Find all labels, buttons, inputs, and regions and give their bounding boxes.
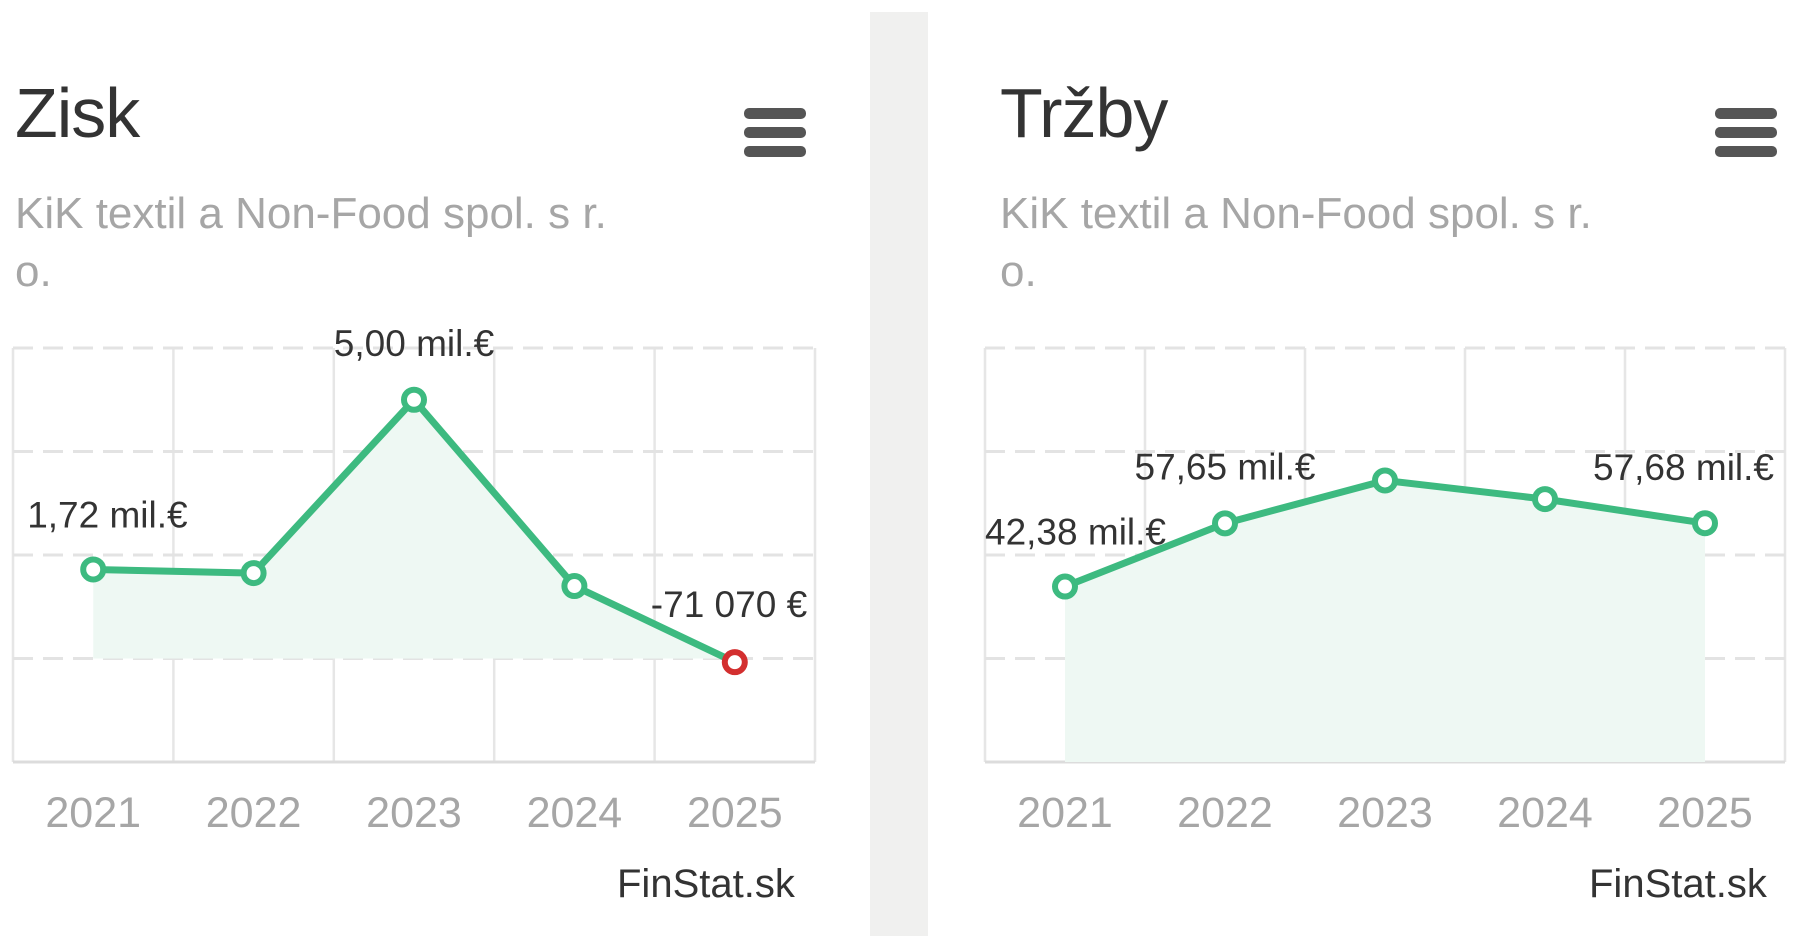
chart-panel-zisk: Zisk KiK textil a Non-Food spol. s r. o.… [0,0,870,945]
series-area [1065,480,1705,762]
data-point [240,560,267,587]
data-point [1212,510,1238,537]
data-point [721,649,748,676]
data-label: 42,38 mil.€ [985,512,1166,553]
data-point [1052,573,1078,600]
chart-panel-trzby: Tržby KiK textil a Non-Food spol. s r. o… [983,0,1800,945]
data-point [1532,486,1558,513]
chart-subtitle: KiK textil a Non-Food spol. s r. o. [1000,189,1592,296]
x-tick-label: 2025 [687,789,783,837]
data-point [1372,467,1398,494]
x-tick-label: 2024 [1497,789,1593,837]
data-label: 1,72 mil.€ [27,494,188,535]
data-point [561,573,588,600]
data-label: 57,65 mil.€ [1135,446,1316,487]
x-tick-label: 2022 [1177,789,1273,837]
data-label: 5,00 mil.€ [334,323,495,364]
data-label: -71 070 € [651,584,808,625]
x-tick-label: 2024 [527,789,623,837]
hamburger-menu-icon[interactable] [744,108,806,158]
data-label: 57,68 mil.€ [1593,447,1774,488]
data-point [401,386,427,413]
x-tick-label: 2023 [1337,789,1433,837]
data-point [80,556,107,583]
chart-subtitle: KiK textil a Non-Food spol. s r. o. [15,189,607,296]
chart-title: Zisk [15,74,140,152]
chart-plot-zisk: 1,72 mil.€ 5,00 mil.€ -71 070 € 2021 2022 202… [11,323,817,837]
x-tick-label: 2021 [1017,789,1113,837]
chart-plot-trzby: 42,38 mil.€ 57,65 mil.€ 57,68 mil.€ 2021 202… [983,346,1787,837]
x-tick-label: 2025 [1657,789,1753,837]
x-tick-label: 2023 [366,789,462,837]
chart-title: Tržby [1000,74,1168,152]
x-tick-label: 2021 [45,789,141,837]
finstat-credit-link[interactable]: FinStat.sk [617,862,795,906]
series-area [93,399,735,663]
hamburger-menu-icon[interactable] [1715,108,1777,158]
data-point [1692,510,1718,537]
x-tick-label: 2022 [206,789,302,837]
finstat-credit-link[interactable]: FinStat.sk [1589,862,1767,906]
panel-divider [870,12,928,936]
